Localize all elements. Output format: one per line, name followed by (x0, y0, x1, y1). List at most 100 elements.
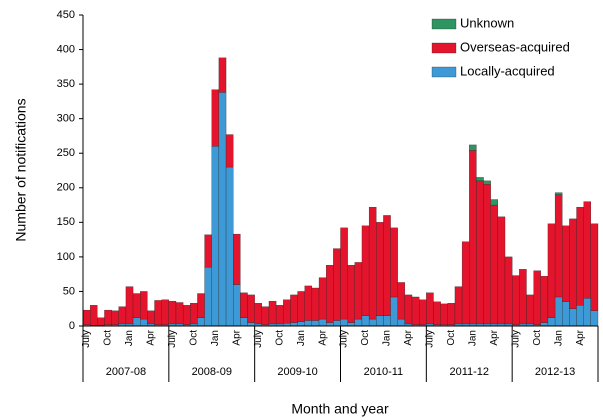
bar-segment (304, 320, 313, 327)
bar-segment (326, 322, 334, 327)
bar-segment (132, 293, 141, 318)
bar-segment (433, 301, 441, 325)
x-tick-label: Apr (489, 329, 500, 345)
group-label: 2010-11 (364, 366, 404, 378)
bar-segment (383, 315, 391, 327)
bar-segment (390, 296, 398, 327)
bar-segment (290, 322, 298, 327)
bar-segment (562, 225, 570, 302)
bar-segment (547, 317, 556, 327)
bar-segment (483, 180, 491, 185)
group-label: 2007-08 (106, 366, 146, 378)
bar-segment (376, 315, 384, 327)
x-tick-label: Apr (575, 329, 586, 345)
bar-segment (490, 204, 499, 325)
bar-segment (190, 303, 198, 325)
bar-segment (454, 286, 463, 325)
bar-segment (132, 317, 141, 327)
bar-segment (583, 298, 591, 327)
bar-segment (261, 306, 270, 325)
bar-segment (554, 296, 563, 327)
bar-segment (361, 315, 370, 327)
y-tick-label: 100 (57, 251, 75, 263)
x-tick-label: Jan (296, 330, 307, 346)
bar-segment (197, 293, 205, 318)
x-axis-title: Month and year (291, 401, 389, 417)
bar-segment (526, 294, 534, 325)
bar-segment (247, 322, 255, 327)
x-tick-label: July (425, 330, 436, 348)
group-label: 2009-10 (277, 366, 317, 378)
legend-label: Overseas-acquired (460, 39, 570, 54)
bar-segment (533, 270, 541, 325)
x-tick-label: Jan (553, 330, 564, 346)
bar-segment (318, 277, 327, 320)
bar-segment (419, 299, 427, 325)
bar-segment (175, 302, 184, 325)
bar-segment (390, 227, 398, 298)
bar-segment (225, 134, 234, 168)
bar-segment (383, 215, 391, 316)
bar-segment (233, 233, 241, 285)
bar-segment (519, 269, 527, 325)
bar-segment (490, 199, 499, 206)
x-tick-label: Apr (146, 329, 157, 345)
y-axis-title: Number of notifications (13, 98, 29, 241)
bar-segment (340, 227, 348, 320)
bar-segment (104, 309, 112, 325)
bar-segment (368, 206, 377, 320)
bar-segment (97, 317, 105, 326)
bar-segment (476, 180, 484, 325)
x-tick-label: Oct (446, 330, 457, 346)
bar-segment (576, 206, 584, 306)
bar-segment (290, 294, 298, 323)
bar-segment (311, 320, 320, 327)
x-tick-label: July (339, 330, 350, 348)
legend-label: Unknown (460, 15, 514, 30)
x-tick-label: Oct (103, 330, 114, 346)
bar-segment (311, 287, 320, 321)
bar-segment (569, 308, 577, 327)
x-tick-label: Apr (403, 329, 414, 345)
bar-segment (297, 291, 305, 323)
x-tick-label: Jan (124, 330, 135, 346)
bar-segment (469, 150, 477, 325)
bar-segment (569, 218, 577, 309)
bar-segment (497, 216, 506, 325)
legend-swatch (431, 42, 457, 54)
bar-segment (254, 303, 262, 325)
bar-segment (354, 318, 363, 327)
bar-segment (218, 57, 227, 93)
bar-segment (404, 294, 413, 325)
bar-segment (540, 276, 549, 323)
bar-segment (147, 310, 155, 325)
x-tick-label: July (81, 330, 92, 348)
bar-segment (361, 225, 370, 316)
bar-segment (211, 89, 220, 147)
y-tick-label: 350 (57, 78, 75, 90)
bar-segment (590, 223, 599, 311)
bar-segment (304, 285, 313, 321)
bar-segment (347, 322, 355, 327)
y-tick-label: 400 (57, 43, 75, 55)
x-tick-label: July (253, 330, 264, 348)
group-label: 2012-13 (535, 366, 575, 378)
bar-segment (168, 300, 177, 325)
y-tick-label: 450 (57, 9, 75, 21)
x-tick-label: Apr (231, 329, 242, 345)
legend-swatch (431, 66, 457, 78)
y-tick-label: 50 (63, 285, 75, 297)
x-tick-label: Oct (532, 330, 543, 346)
bar-segment (275, 305, 284, 325)
bar-segment (240, 292, 248, 318)
bar-segment (547, 223, 556, 318)
x-tick-label: Jan (382, 330, 393, 346)
bar-segment (397, 282, 406, 320)
x-tick-label: July (167, 330, 178, 348)
group-label: 2011-12 (449, 366, 489, 378)
bar-segment (397, 318, 406, 327)
bar-segment (347, 265, 355, 323)
bar-segment (376, 222, 384, 316)
bar-segment (326, 265, 334, 323)
